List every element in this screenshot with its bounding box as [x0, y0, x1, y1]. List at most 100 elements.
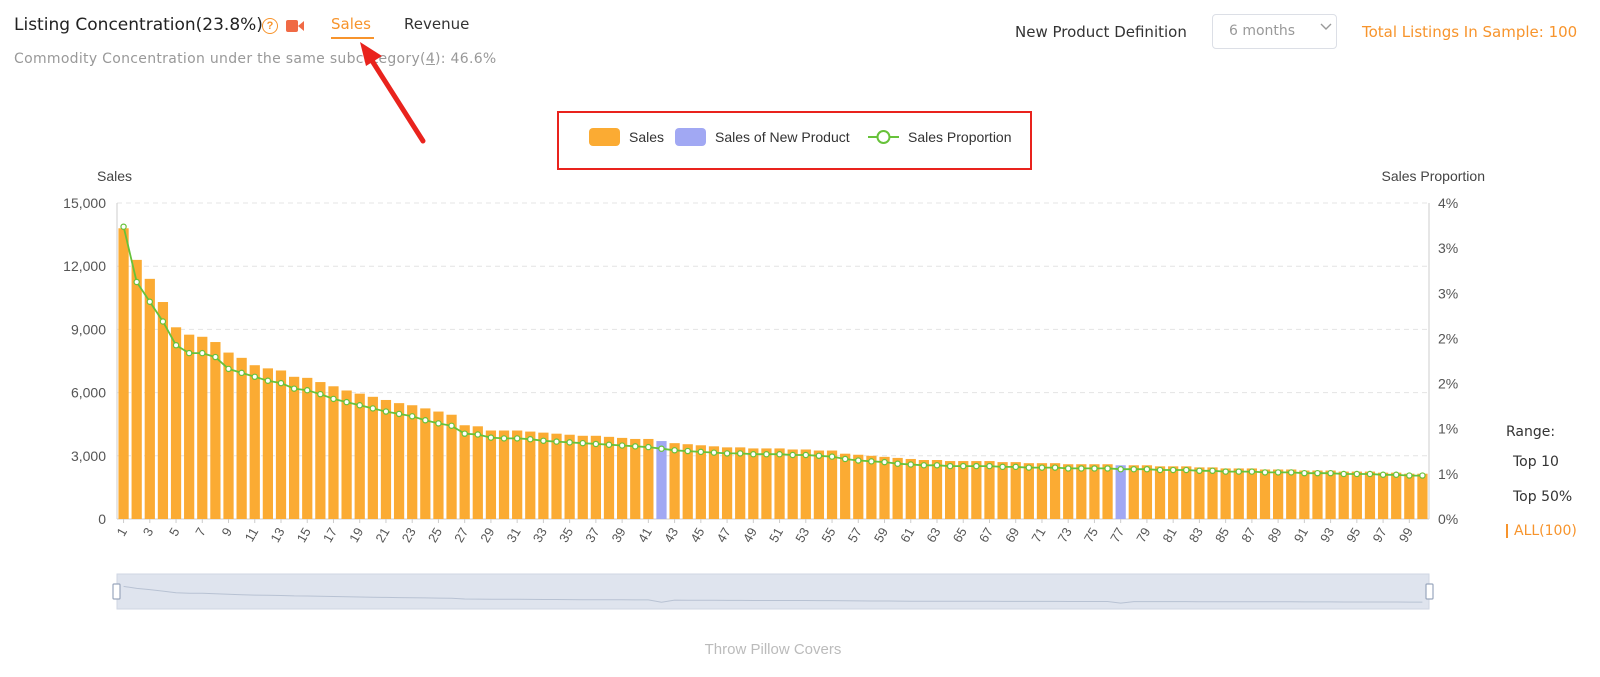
x-tick-label: 25: [425, 525, 445, 545]
sales-bar: [590, 435, 601, 519]
total-listings: Total Listings In Sample: 100: [1362, 23, 1578, 41]
sales-bar: [446, 414, 457, 519]
zoom-handle-right[interactable]: [1425, 583, 1434, 600]
proportion-point: [133, 278, 140, 286]
proportion-point: [737, 450, 744, 457]
sales-bar: [1377, 472, 1389, 519]
proportion-point: [920, 462, 928, 469]
range-option-top50[interactable]: Top 50%: [1513, 489, 1573, 505]
proportion-point: [1301, 469, 1308, 477]
sales-bar: [551, 433, 562, 519]
tab-revenue[interactable]: Revenue: [404, 15, 470, 33]
proportion-point: [1392, 471, 1400, 478]
proportion-point: [841, 455, 849, 463]
proportion-point: [500, 435, 508, 442]
x-tick-label: 15: [294, 525, 314, 545]
y-tick-label: 0: [98, 511, 106, 527]
sales-bar: [1168, 466, 1179, 519]
proportion-point: [1366, 470, 1374, 478]
x-tick-label: 67: [976, 525, 996, 545]
y2-tick-label: 3%: [1438, 285, 1458, 301]
sales-bar: [813, 450, 825, 519]
sales-bar: [800, 449, 811, 519]
video-camera-icon[interactable]: [286, 20, 304, 32]
sales-bar: [380, 399, 392, 519]
y-tick-label: 3,000: [71, 448, 106, 464]
proportion-point: [645, 443, 652, 451]
sales-bar: [498, 430, 510, 519]
sales-bar: [538, 432, 549, 519]
proportion-point: [907, 461, 914, 468]
y-tick-label: 9,000: [71, 321, 106, 337]
sales-bar: [1351, 471, 1362, 519]
proportion-point: [1196, 467, 1203, 475]
sales-bar: [1207, 467, 1218, 519]
sales-bar: [1010, 462, 1021, 519]
x-tick-label: 85: [1212, 525, 1232, 545]
sales-bar: [826, 450, 838, 519]
proportion-point: [1130, 466, 1138, 473]
proportion-point: [789, 451, 796, 459]
sales-bar: [341, 390, 352, 519]
x-tick-label: 51: [766, 525, 786, 545]
x-tick-label: 11: [242, 525, 262, 544]
sales-bar: [1404, 473, 1415, 519]
proportion-point: [776, 451, 783, 458]
zoom-handle-left[interactable]: [112, 583, 121, 600]
legend-item-sales[interactable]: Sales: [589, 128, 664, 146]
sales-bar: [302, 377, 313, 519]
zoom-slider-preview: [123, 585, 1423, 604]
sales-bar: [1312, 470, 1323, 519]
proportion-point: [1274, 469, 1282, 476]
proportion-point: [1327, 469, 1334, 477]
proportion-point: [1353, 470, 1361, 478]
legend-item-proportion[interactable]: Sales Proportion: [868, 128, 1012, 146]
x-tick-label: 93: [1317, 525, 1337, 545]
proportion-point: [605, 441, 613, 448]
proportion-point: [343, 398, 350, 406]
proportion-point: [330, 395, 337, 403]
proportion-point: [1340, 470, 1347, 478]
sales-bar: [328, 386, 339, 519]
legend-label-new-product: Sales of New Product: [715, 129, 850, 145]
x-tick-label: 75: [1081, 525, 1101, 545]
sales-bar: [157, 302, 169, 519]
legend-label-proportion: Sales Proportion: [908, 129, 1012, 145]
proportion-point: [212, 353, 219, 361]
proportion-point: [1419, 472, 1426, 479]
x-tick-label: 7: [192, 525, 209, 539]
sales-bar: [525, 431, 536, 519]
proportion-point: [382, 408, 390, 415]
proportion-point: [356, 402, 363, 409]
subcategory-count-link[interactable]: 4: [425, 51, 436, 67]
proportion-point: [435, 420, 442, 427]
sales-bar: [721, 447, 733, 519]
sales-bar: [275, 370, 287, 519]
sales-bar: [1325, 470, 1336, 519]
range-option-top10[interactable]: Top 10: [1513, 454, 1559, 470]
y2-tick-label: 2%: [1438, 330, 1458, 346]
sales-bar: [289, 376, 300, 519]
sales-bar: [512, 430, 523, 519]
sales-bar: [407, 405, 418, 519]
sales-bar: [617, 437, 628, 519]
legend-item-new-product[interactable]: Sales of New Product: [675, 128, 850, 146]
new-product-definition-select[interactable]: 6 months: [1212, 14, 1337, 49]
sales-bar: [1194, 467, 1205, 519]
tab-sales[interactable]: Sales: [331, 15, 371, 33]
proportion-point: [422, 417, 429, 424]
x-tick-label: 55: [818, 525, 838, 545]
sales-bar: [1023, 463, 1034, 519]
proportion-point: [553, 438, 560, 445]
range-option-all[interactable]: ALL(100): [1506, 524, 1577, 538]
proportion-point: [317, 390, 324, 398]
sales-bar: [577, 435, 588, 519]
sales-bar: [184, 334, 195, 519]
sales-bar: [1246, 468, 1257, 519]
help-icon[interactable]: ?: [262, 18, 278, 34]
x-tick-label: 57: [845, 525, 865, 545]
proportion-point: [513, 435, 521, 442]
proportion-point: [618, 442, 626, 449]
